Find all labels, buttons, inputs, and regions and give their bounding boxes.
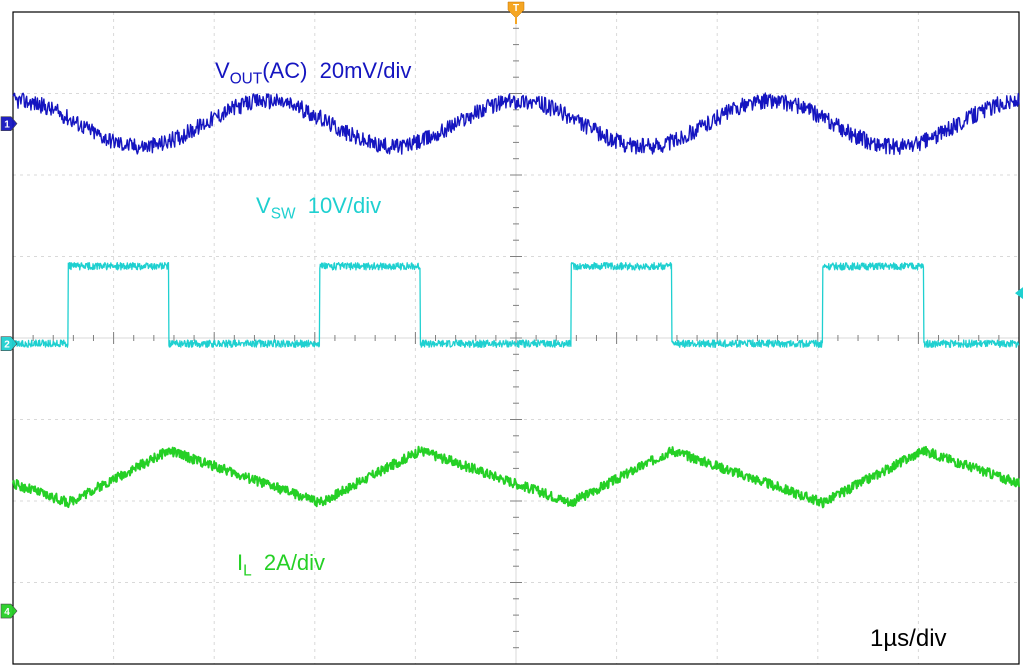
svg-text:T: T (513, 3, 519, 14)
oscilloscope-capture: T 1 2 4 VOUT(AC) 20mV/div VSW 10V/div IL 2A… (0, 0, 1024, 670)
svg-text:4: 4 (4, 607, 10, 618)
ch1-label: VOUT(AC) 20mV/div (215, 58, 411, 88)
svg-text:1: 1 (4, 120, 10, 131)
ch4-label: IL 2A/div (237, 550, 325, 580)
svg-text:2: 2 (4, 340, 10, 351)
scope-svg: T 1 2 4 (0, 0, 1024, 670)
ch2-label: VSW 10V/div (256, 193, 381, 223)
timebase-label: 1µs/div (870, 625, 947, 653)
